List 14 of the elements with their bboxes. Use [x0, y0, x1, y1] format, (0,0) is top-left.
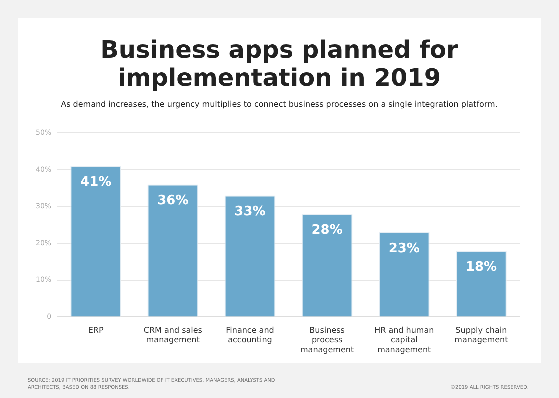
data-label: 23%	[388, 241, 420, 256]
chart-title: Business apps planned for implementation in 2019	[100, 36, 460, 92]
chart-subtitle: As demand increases, the urgency multiplies to connect business processes on a single integration platform.	[60, 100, 499, 109]
x-tick-label: CRM and sales management	[144, 326, 202, 345]
data-label: 41%	[80, 175, 112, 190]
x-tick-label: HR and human capital management	[374, 326, 434, 354]
data-label: 33%	[234, 204, 266, 220]
data-label: 28%	[312, 223, 343, 238]
x-tick-label: Business process management	[300, 326, 354, 354]
data-label: 18%	[466, 260, 498, 275]
data-label: 36%	[158, 194, 189, 209]
x-tick-label: Finance and accounting	[226, 326, 274, 345]
x-tick-label: Supply chain management	[454, 326, 508, 345]
x-tick-label: ERP	[88, 326, 104, 336]
